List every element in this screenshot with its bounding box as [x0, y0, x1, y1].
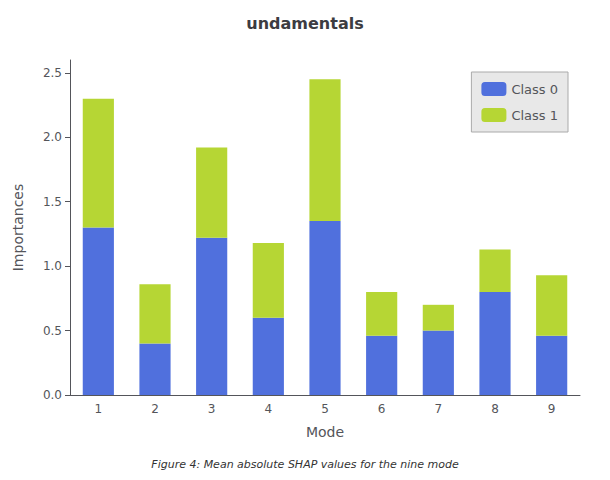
- svg-text:Class 0: Class 0: [511, 82, 558, 97]
- svg-text:5: 5: [321, 402, 329, 416]
- svg-text:1.5: 1.5: [43, 195, 62, 209]
- svg-text:3: 3: [208, 402, 216, 416]
- svg-text:2: 2: [151, 402, 159, 416]
- svg-text:Importances: Importances: [10, 184, 26, 272]
- svg-text:Figure 4: Mean absolute SHAP v: Figure 4: Mean absolute SHAP values for …: [151, 458, 459, 471]
- svg-text:7: 7: [435, 402, 443, 416]
- svg-text:0.0: 0.0: [43, 388, 62, 402]
- svg-text:2.5: 2.5: [43, 66, 62, 80]
- svg-text:0.5: 0.5: [43, 324, 62, 338]
- svg-text:1: 1: [95, 402, 103, 416]
- svg-text:Class 1: Class 1: [511, 108, 558, 123]
- svg-text:8: 8: [491, 402, 499, 416]
- svg-text:undamentals: undamentals: [246, 14, 363, 33]
- svg-text:Mode: Mode: [306, 424, 344, 440]
- svg-text:6: 6: [378, 402, 386, 416]
- svg-text:2.0: 2.0: [43, 130, 62, 144]
- svg-text:1.0: 1.0: [43, 259, 62, 273]
- svg-text:9: 9: [548, 402, 556, 416]
- svg-text:4: 4: [265, 402, 273, 416]
